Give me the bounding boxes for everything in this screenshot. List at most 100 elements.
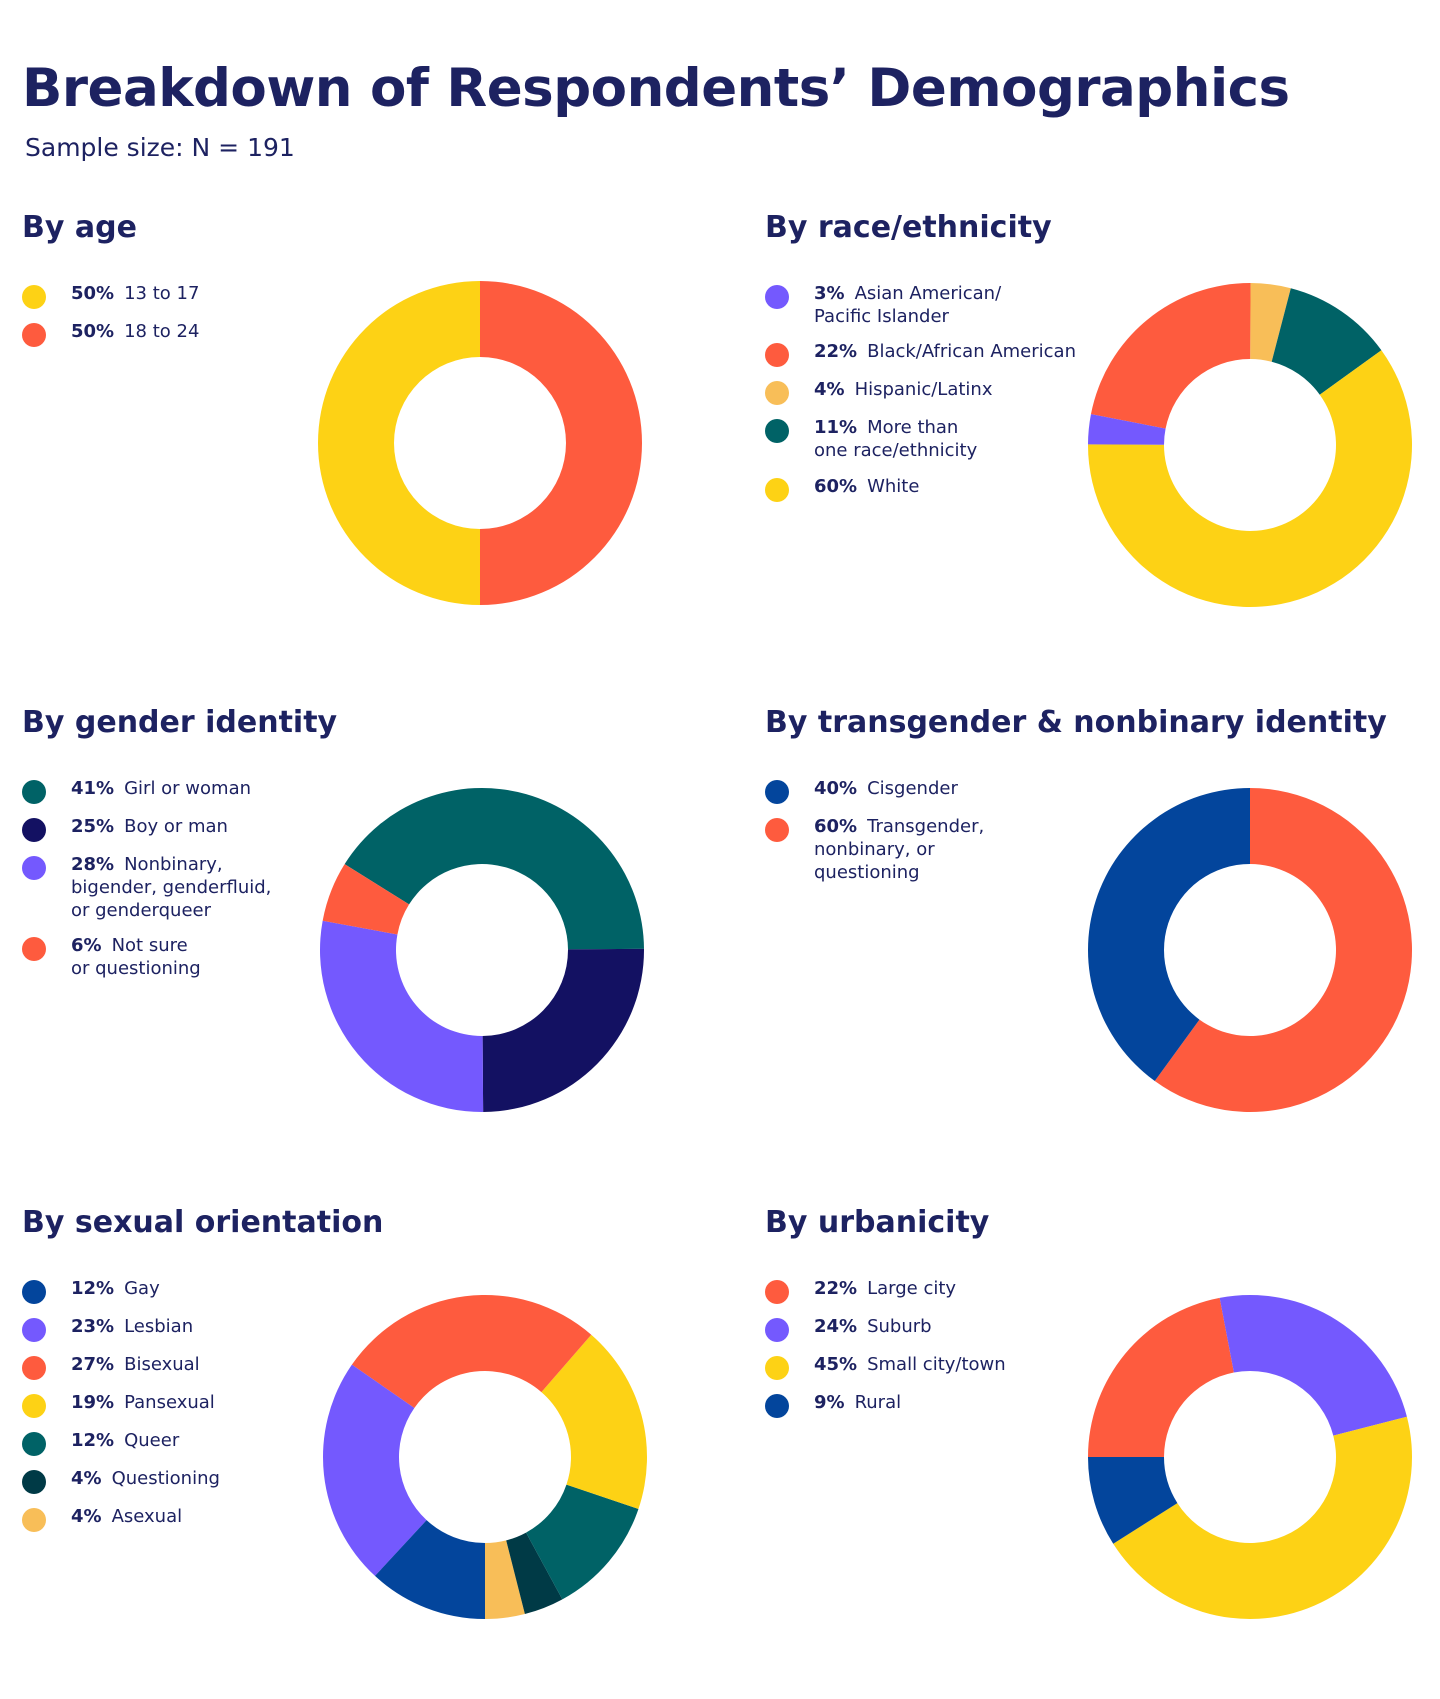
legend-item: 22% Black/African American: [765, 340, 1076, 367]
donut-slice-not-sure-or-questioning: [322, 864, 410, 935]
legend-swatch: [22, 1318, 46, 1342]
legend-percent: 3%: [814, 283, 845, 304]
legend-category: Boy or man: [124, 816, 228, 837]
legend-label: 22% Large city: [814, 1277, 956, 1300]
legend-label: 60% White: [814, 475, 919, 498]
legend-item: 45% Small city/town: [765, 1353, 1006, 1380]
page-title: Breakdown of Respondents’ Demographics: [22, 58, 1290, 119]
donut-slice-asexual: [485, 1540, 525, 1619]
legend-item: 50% 18 to 24: [22, 320, 199, 347]
legend-label: 50% 18 to 24: [71, 320, 199, 343]
legend-percent: 12%: [71, 1278, 115, 1299]
legend-percent: 41%: [71, 778, 115, 799]
chart-panel-by-urbanicity: By urbanicity 22% Large city 24% Suburb 45% Sm…: [765, 1205, 1440, 1605]
legend-category: Small city/town: [867, 1354, 1006, 1375]
legend-swatch: [765, 285, 789, 309]
legend-label: 41% Girl or woman: [71, 777, 251, 800]
legend-swatch: [765, 780, 789, 804]
legend-percent: 4%: [71, 1506, 102, 1527]
legend-percent: 6%: [71, 935, 102, 956]
legend-category: Suburb: [867, 1316, 932, 1337]
legend-item: 28% Nonbinary, bigender, genderfluid, or …: [22, 853, 271, 922]
legend-percent: 24%: [814, 1316, 858, 1337]
donut-chart-by-age: [318, 281, 642, 605]
legend-percent: 19%: [71, 1392, 115, 1413]
chart-panel-by-sexual-orientation: By sexual orientation 12% Gay 23% Lesbian 27%…: [22, 1205, 722, 1605]
donut-slice-cisgender: [1088, 788, 1250, 1082]
legend-category: Nonbinary, bigender, genderfluid, or gen…: [71, 854, 272, 921]
legend-category: White: [867, 476, 920, 497]
donut-slice-black-african-american: [1090, 283, 1251, 429]
legend-item: 41% Girl or woman: [22, 777, 251, 804]
legend-percent: 27%: [71, 1354, 115, 1375]
legend-category: Cisgender: [867, 778, 958, 799]
donut-slice-suburb: [1219, 1295, 1407, 1436]
legend-swatch: [22, 856, 46, 880]
legend-item: 23% Lesbian: [22, 1315, 193, 1342]
donut-slice-lesbian: [323, 1364, 427, 1576]
legend-label: 4% Questioning: [71, 1467, 220, 1490]
legend-item: 4% Questioning: [22, 1467, 220, 1494]
legend-percent: 40%: [814, 778, 858, 799]
legend-swatch: [765, 478, 789, 502]
legend-item: 27% Bisexual: [22, 1353, 200, 1380]
legend-category: Bisexual: [124, 1354, 200, 1375]
legend-item: 60% Transgender, nonbinary, or questionin…: [765, 815, 984, 884]
donut-chart-by-race-ethnicity: [1088, 283, 1412, 607]
legend-label: 11% More than one race/ethnicity: [814, 416, 977, 462]
legend-swatch: [22, 1356, 46, 1380]
legend-swatch: [765, 1394, 789, 1418]
legend-swatch: [22, 1394, 46, 1418]
donut-slice-18-to-24: [480, 281, 642, 605]
legend-swatch: [22, 1432, 46, 1456]
donut-slice-pansexual: [541, 1334, 647, 1509]
legend-percent: 23%: [71, 1316, 115, 1337]
legend-label: 4% Hispanic/Latinx: [814, 378, 992, 401]
donut-chart-by-sexual-orientation: [323, 1295, 647, 1619]
chart-title: By transgender & nonbinary identity: [765, 705, 1387, 740]
legend-percent: 11%: [814, 417, 858, 438]
chart-title: By race/ethnicity: [765, 210, 1052, 245]
donut-slice-white: [1088, 350, 1412, 607]
legend-category: 18 to 24: [124, 321, 200, 342]
legend-item: 22% Large city: [765, 1277, 956, 1304]
donut-chart-by-transgender-nonbinary-identity: [1088, 788, 1412, 1112]
legend-item: 24% Suburb: [765, 1315, 932, 1342]
legend-label: 23% Lesbian: [71, 1315, 193, 1338]
legend-category: Queer: [124, 1430, 180, 1451]
legend-category: Asexual: [111, 1506, 183, 1527]
legend-category: Rural: [854, 1392, 902, 1413]
donut-slice-large-city: [1088, 1297, 1234, 1457]
legend-item: 4% Hispanic/Latinx: [765, 378, 992, 405]
legend-label: 40% Cisgender: [814, 777, 958, 800]
donut-slice-girl-or-woman: [344, 787, 644, 950]
legend-label: 24% Suburb: [814, 1315, 932, 1338]
legend-item: 9% Rural: [765, 1391, 901, 1418]
legend-category: Lesbian: [124, 1316, 194, 1337]
chart-panel-by-transgender-nonbinary-identity: By transgender & nonbinary identity 40% Ci…: [765, 705, 1440, 1105]
donut-slice-asian-american-pacific-islander: [1088, 414, 1166, 445]
legend-swatch: [22, 937, 46, 961]
legend-item: 6% Not sure or questioning: [22, 934, 201, 980]
donut-slice-hispanic-latinx: [1250, 283, 1291, 362]
legend-swatch: [765, 1280, 789, 1304]
legend-label: 28% Nonbinary, bigender, genderfluid, or …: [71, 853, 271, 922]
legend-percent: 50%: [71, 283, 115, 304]
legend-item: 19% Pansexual: [22, 1391, 215, 1418]
donut-slice-boy-or-man: [482, 948, 644, 1112]
sample-size: Sample size: N = 191: [25, 133, 295, 162]
legend-item: 12% Queer: [22, 1429, 179, 1456]
donut-slice-more-than-one-race-ethnicity: [1271, 288, 1382, 395]
legend-category: Asian American/ Pacific Islander: [814, 283, 1002, 327]
legend-label: 12% Queer: [71, 1429, 179, 1452]
donut-chart-by-urbanicity: [1088, 1295, 1412, 1619]
legend-label: 22% Black/African American: [814, 340, 1076, 363]
donut-slice-small-city-town: [1113, 1416, 1412, 1619]
legend-item: 25% Boy or man: [22, 815, 228, 842]
legend-label: 12% Gay: [71, 1277, 160, 1300]
legend-percent: 60%: [814, 476, 858, 497]
chart-panel-by-race-ethnicity: By race/ethnicity 3% Asian American/ Pacif…: [765, 210, 1440, 610]
legend-percent: 50%: [71, 321, 115, 342]
legend-label: 25% Boy or man: [71, 815, 228, 838]
legend-swatch: [765, 1318, 789, 1342]
